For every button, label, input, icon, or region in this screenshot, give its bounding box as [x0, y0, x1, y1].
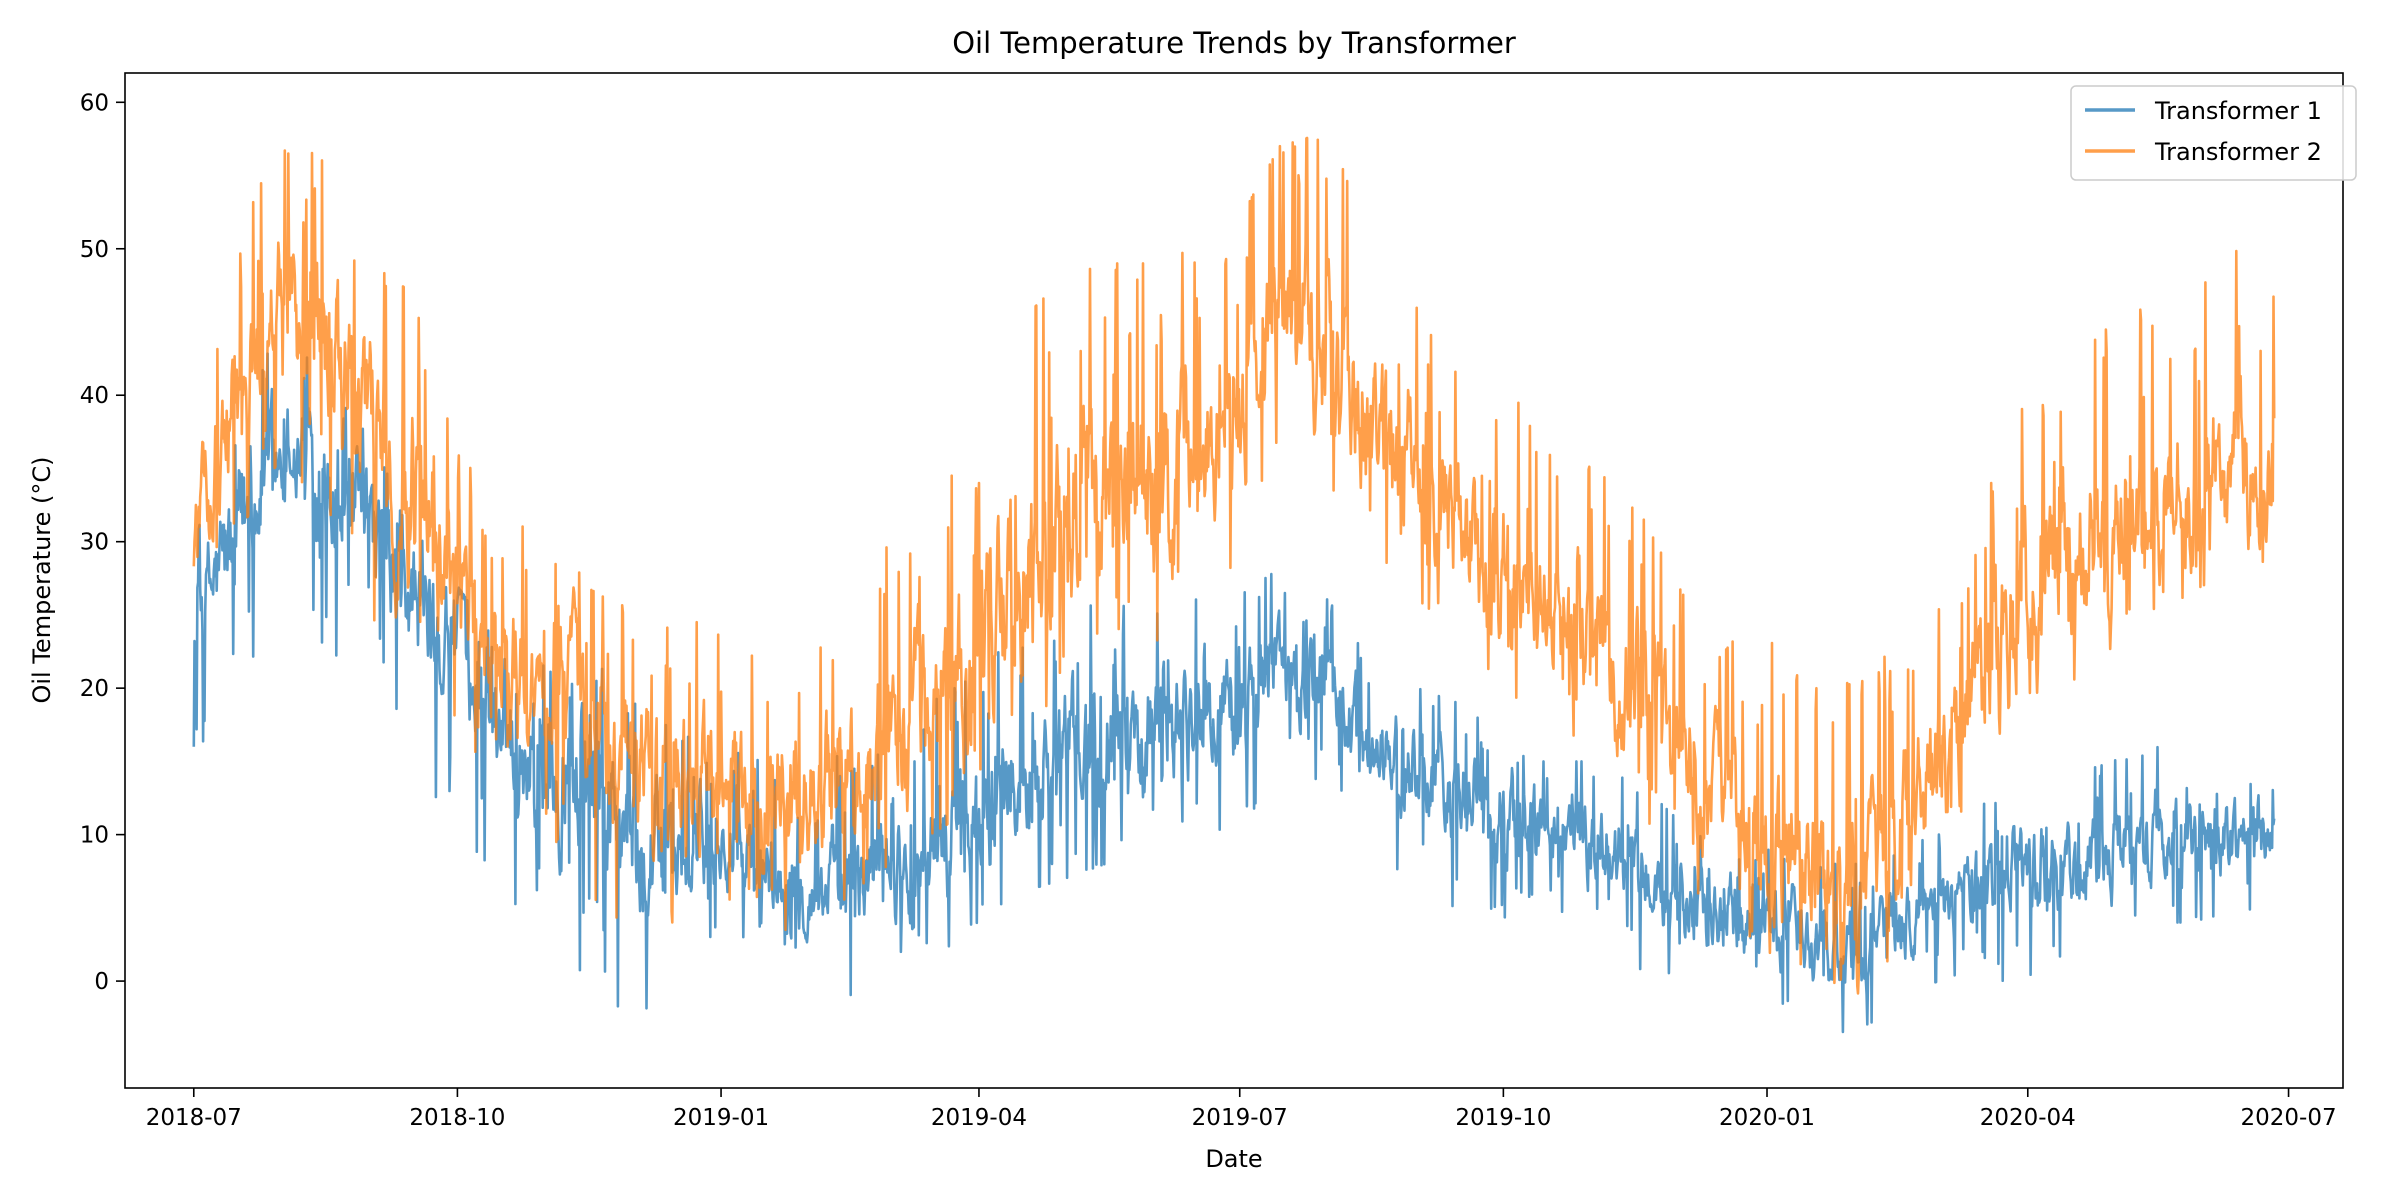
- chart-title: Oil Temperature Trends by Transformer: [952, 26, 1516, 60]
- x-tick-label: 2020-07: [2240, 1105, 2336, 1131]
- x-tick-label: 2019-07: [1192, 1105, 1288, 1131]
- x-tick-label: 2020-01: [1719, 1105, 1815, 1131]
- x-tick-label: 2018-10: [409, 1105, 505, 1131]
- x-tick-label: 2018-07: [146, 1105, 242, 1131]
- y-tick-label: 0: [94, 969, 109, 995]
- y-tick-label: 20: [80, 676, 109, 702]
- legend: Transformer 1 Transformer 2: [2070, 85, 2357, 181]
- legend-label-transformer-2: Transformer 2: [2154, 138, 2322, 166]
- series-line-transformer-1: [192, 352, 2276, 1034]
- plot-frame: [124, 72, 2344, 1089]
- x-tick-label: 2019-10: [1455, 1105, 1551, 1131]
- legend-box: [2070, 85, 2357, 181]
- legend-label-transformer-1: Transformer 1: [2154, 97, 2322, 125]
- x-tick-label: 2019-01: [673, 1105, 769, 1131]
- y-tick-label: 40: [80, 383, 109, 409]
- y-tick-label: 50: [80, 237, 109, 263]
- x-axis-title: Date: [1205, 1145, 1262, 1173]
- series-line-transformer-2: [192, 136, 2276, 995]
- axis-layer: 2018-07 2018-10 2019-01 2019-04 2019-07 2019-…: [80, 90, 2337, 1131]
- y-tick-label: 60: [80, 90, 109, 116]
- y-axis-title: Oil Temperature (°C): [28, 457, 56, 704]
- series-layer: [192, 136, 2276, 1034]
- x-tick-label: 2020-04: [1980, 1105, 2076, 1131]
- y-tick-label: 30: [80, 530, 109, 556]
- y-tick-label: 10: [80, 823, 109, 849]
- x-tick-label: 2019-04: [931, 1105, 1027, 1131]
